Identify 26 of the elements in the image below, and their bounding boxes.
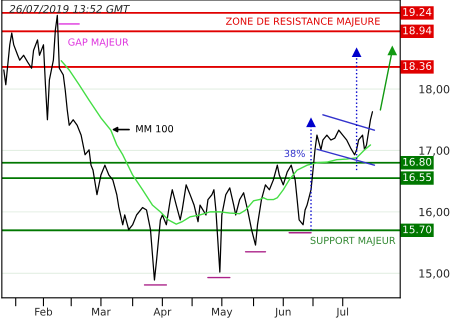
point bbox=[387, 45, 398, 56]
ref-line-label: 16.80 bbox=[403, 158, 432, 166]
annotation: 38% bbox=[284, 150, 305, 158]
point bbox=[352, 47, 362, 58]
annotation: SUPPORT MAJEUR bbox=[310, 236, 396, 246]
y-tick-label: 15,00 bbox=[419, 269, 450, 279]
ref-line-label: 18.36 bbox=[403, 62, 432, 70]
ref-line-label: 16.55 bbox=[403, 173, 432, 182]
x-tick-label: Mar bbox=[92, 308, 111, 316]
y-tick-label: 17,00 bbox=[419, 146, 450, 156]
point bbox=[306, 117, 316, 128]
x-tick-label: Jun bbox=[274, 308, 291, 318]
y-tick-label: 16,00 bbox=[419, 208, 450, 218]
ref-line-label: 18.94 bbox=[403, 26, 432, 34]
annotation: MM 100 bbox=[136, 125, 174, 132]
line-series bbox=[60, 60, 372, 225]
x-tick-label: May bbox=[212, 308, 232, 318]
annotation: ZONE DE RESISTANCE MAJEURE bbox=[226, 18, 380, 27]
y-tick-label: 18,00 bbox=[419, 85, 450, 95]
ref-line-label: 15.70 bbox=[403, 225, 432, 234]
ref-line-label: 19.24 bbox=[403, 8, 432, 16]
x-tick-label: Jul bbox=[336, 308, 348, 318]
annotation: GAP MAJEUR bbox=[68, 38, 128, 48]
x-tick-label: Apr bbox=[153, 308, 172, 318]
annotation: 26/07/2019 13:52 GMT bbox=[9, 5, 130, 14]
x-tick-label: Feb bbox=[35, 308, 52, 316]
